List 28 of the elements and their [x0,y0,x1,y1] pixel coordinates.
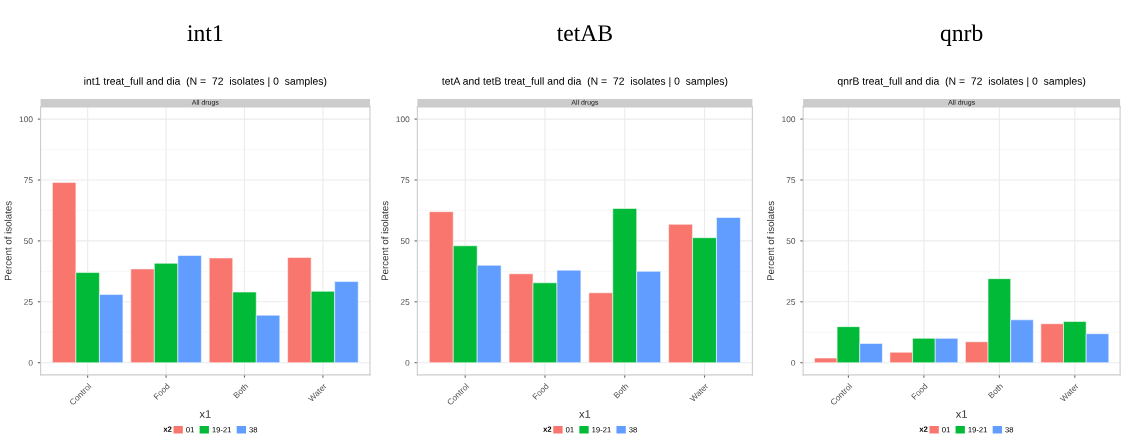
y-tick-label: 0 [791,359,796,366]
x-axis-title: x1 [199,410,211,418]
y-tick-label: 75 [786,177,796,184]
y-tick-label: 100 [782,116,796,123]
chart-title: qnrb [940,24,983,46]
y-tick-label: 25 [786,299,796,305]
chart-subtitle: qnrB treat_full and dia (N = 72 isolates | 0 samples) [837,77,1086,87]
y-tick-label: 25 [400,299,410,305]
y-tick-label: 50 [24,238,33,244]
y-tick-label: 0 [28,359,33,366]
x-axis-title: x1 [579,410,591,418]
y-tick-label: 50 [786,238,796,244]
y-axis-title: Percent of isolates [381,201,389,281]
y-tick-label: 50 [400,238,410,244]
y-axis-title: Percent of isolates [4,201,12,281]
chart-title: int1 [187,25,223,42]
y-axis-title: Percent of isolates [766,201,775,281]
y-tick-label: 75 [400,177,410,184]
y-tick-label: 100 [396,116,410,123]
y-tick-label: 100 [19,116,33,123]
y-tick-label: 25 [24,299,33,305]
chart-subtitle: tetA and tetB treat_full and dia (N = 72 isolates | 0 samples) [441,77,728,87]
y-tick-label: 75 [24,177,33,184]
chart-title: tetAB [556,25,612,42]
y-tick-label: 0 [405,359,410,366]
x-tick-label: Both [987,382,1004,399]
x-axis-title: x1 [955,410,967,418]
chart-subtitle: int1 treat_full and dia (N = 72 isolates | 0 samples) [84,77,327,87]
